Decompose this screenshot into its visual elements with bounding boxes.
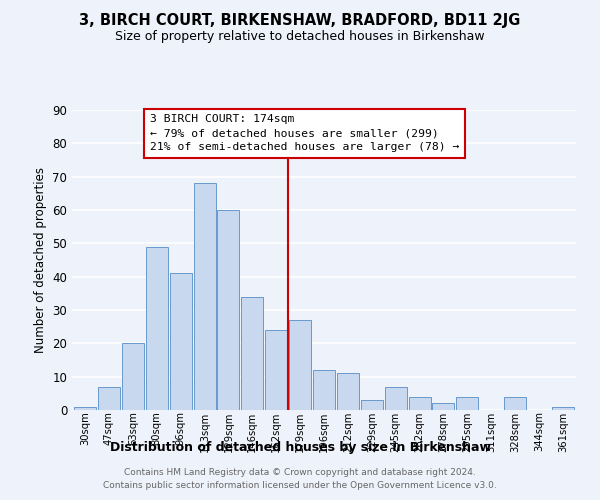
- Text: Size of property relative to detached houses in Birkenshaw: Size of property relative to detached ho…: [115, 30, 485, 43]
- Bar: [74, 406, 96, 410]
- Bar: [433, 404, 454, 410]
- Bar: [552, 406, 574, 410]
- Text: Contains public sector information licensed under the Open Government Licence v3: Contains public sector information licen…: [103, 480, 497, 490]
- Bar: [146, 246, 168, 410]
- Bar: [122, 344, 144, 410]
- Text: 3 BIRCH COURT: 174sqm
← 79% of detached houses are smaller (299)
21% of semi-det: 3 BIRCH COURT: 174sqm ← 79% of detached …: [150, 114, 460, 152]
- Text: 3, BIRCH COURT, BIRKENSHAW, BRADFORD, BD11 2JG: 3, BIRCH COURT, BIRKENSHAW, BRADFORD, BD…: [79, 12, 521, 28]
- Bar: [385, 386, 407, 410]
- Bar: [170, 274, 191, 410]
- Bar: [194, 184, 215, 410]
- Bar: [409, 396, 431, 410]
- Bar: [504, 396, 526, 410]
- Bar: [265, 330, 287, 410]
- Bar: [337, 374, 359, 410]
- Bar: [361, 400, 383, 410]
- Bar: [457, 396, 478, 410]
- Y-axis label: Number of detached properties: Number of detached properties: [34, 167, 47, 353]
- Bar: [241, 296, 263, 410]
- Bar: [217, 210, 239, 410]
- Text: Contains HM Land Registry data © Crown copyright and database right 2024.: Contains HM Land Registry data © Crown c…: [124, 468, 476, 477]
- Text: Distribution of detached houses by size in Birkenshaw: Distribution of detached houses by size …: [110, 441, 491, 454]
- Bar: [289, 320, 311, 410]
- Bar: [98, 386, 120, 410]
- Bar: [313, 370, 335, 410]
